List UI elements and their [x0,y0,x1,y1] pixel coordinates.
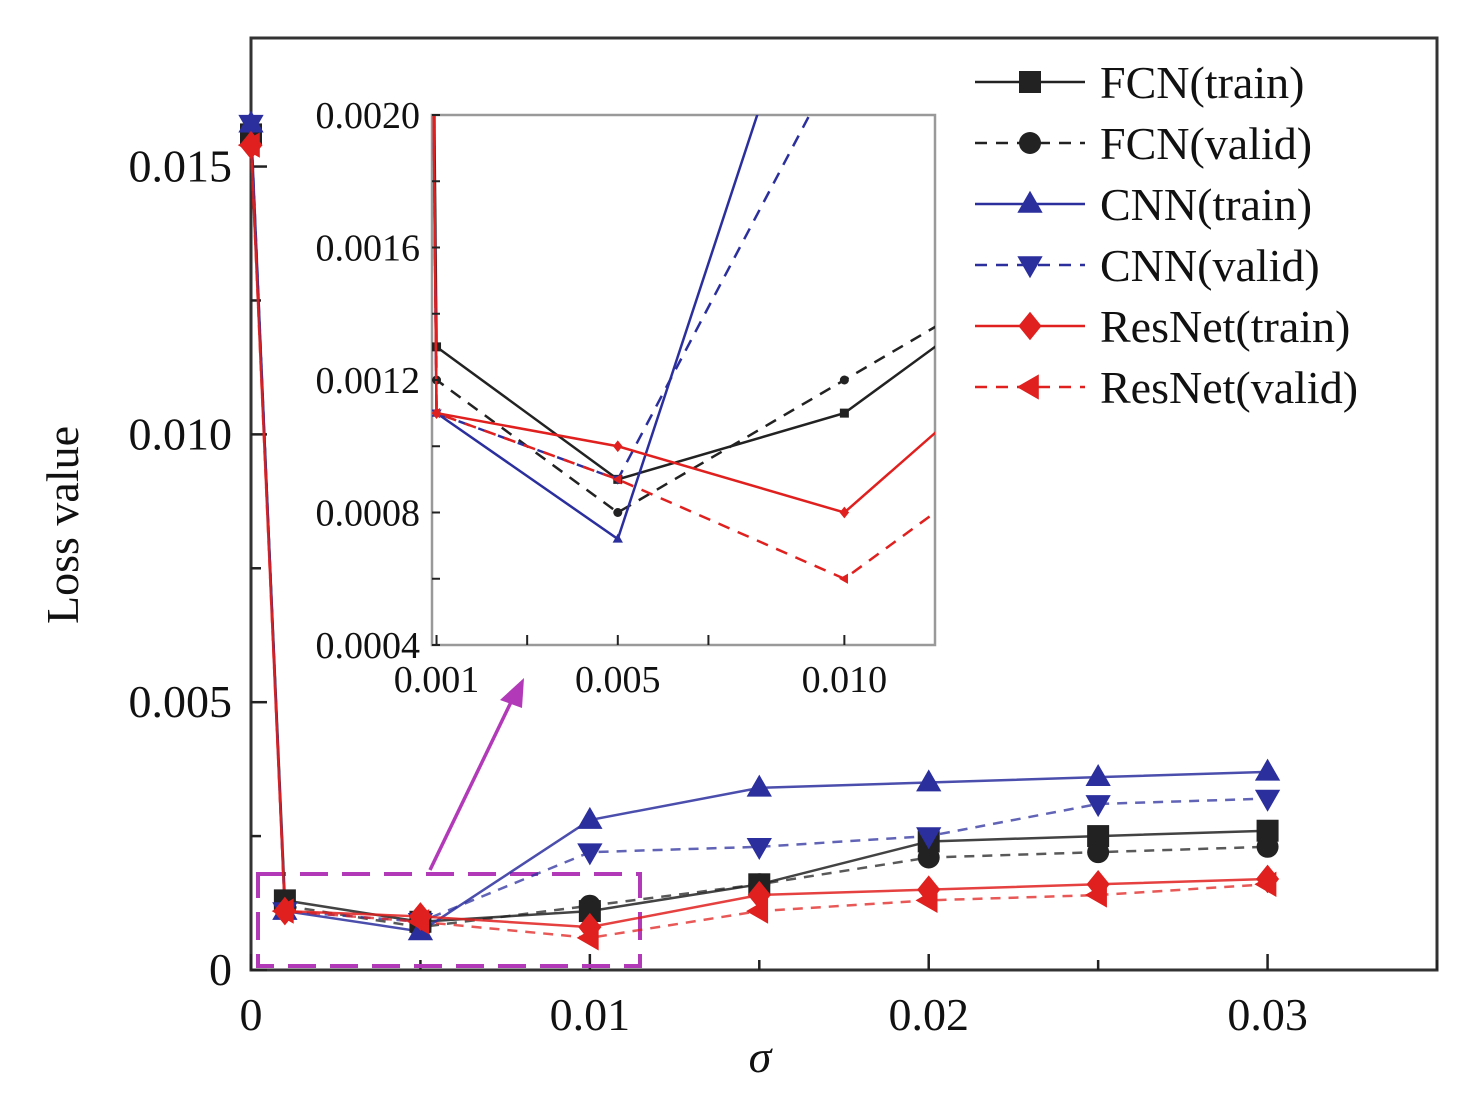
inset-data-point-ResNet(train) [613,440,623,453]
data-point-CNN(valid) [916,827,942,850]
inset-x-tick-label: 0.005 [575,659,661,701]
inset-plot-frame [430,113,937,647]
y-tick-label: 0.010 [129,408,233,459]
data-point-ResNet(valid) [1084,882,1107,908]
data-point-CNN(valid) [1254,789,1281,812]
inset-series-line-ResNet(train) [432,115,935,514]
data-point-ResNet(valid) [915,887,938,914]
series-line-FCN(train) [249,134,1268,924]
inset-data-point-FCN(valid) [839,375,849,385]
data-point-FCN(valid) [917,846,940,869]
inset-x-tick-label: 0.010 [802,659,888,701]
x-tick-label: 0.02 [888,989,969,1040]
legend-label: ResNet(valid) [1100,362,1358,413]
inset-data-point-ResNet(valid) [1066,408,1075,418]
inset-data-point-ResNet(train) [839,506,850,519]
x-tick-label: 0.01 [550,989,631,1040]
main-plot-frame [249,36,1439,972]
zoom-arrow-head [500,678,524,708]
data-point-FCN(valid) [1087,841,1110,864]
data-point-ResNet(valid) [271,898,294,924]
y-tick-label: 0 [209,944,232,995]
inset-y-tick-label: 0.0012 [316,360,421,402]
legend-marker-FCN(valid) [1019,132,1041,154]
legend-marker-ResNet(train) [1018,311,1042,341]
data-point-CNN(valid) [577,843,603,866]
inset-x-tick-label: 0.001 [394,659,480,701]
inset-y-tick-label: 0.0004 [316,625,421,667]
data-point-CNN(train) [746,774,772,797]
legend-label: CNN(valid) [1100,240,1320,291]
data-point-CNN(valid) [1085,795,1111,818]
data-point-FCN(train) [1087,825,1110,848]
data-point-ResNet(valid) [746,898,769,924]
data-point-CNN(train) [1085,763,1111,786]
inset-series-line-ResNet(valid) [432,115,935,581]
inset-y-tick-label: 0.0020 [316,95,421,137]
data-point-ResNet(valid) [407,909,430,935]
inset-data-point-ResNet(valid) [612,474,622,485]
data-point-CNN(valid) [238,114,264,137]
legend-marker-FCN(train) [1019,71,1041,93]
main-series-group [237,110,1281,951]
inset-y-tick-label: 0.0016 [316,228,421,270]
data-point-FCN(valid) [578,894,601,917]
legend-marker-ResNet(valid) [1016,374,1039,400]
zoom-region-box [256,872,642,968]
inset-data-point-FCN(train) [1066,243,1075,252]
legend-marker-CNN(train) [1017,190,1043,213]
inset-data-point-FCN(train) [839,408,849,418]
legend-label: CNN(train) [1100,179,1312,230]
series-line-FCN(valid) [249,134,1268,929]
data-point-CNN(train) [1254,758,1281,781]
zoom-arrow-line [428,699,514,871]
inset-data-point-CNN(valid) [1066,12,1076,21]
data-point-ResNet(valid) [1254,871,1277,897]
inset-data-point-FCN(valid) [1066,243,1075,252]
inset-data-point-ResNet(valid) [432,407,441,419]
data-point-FCN(train) [1256,819,1279,842]
legend: FCN(train) FCN(valid) CNN(train) CNN(valid)… [975,57,1358,413]
inset-series-group [432,12,1076,584]
data-point-CNN(valid) [746,838,772,861]
data-point-CNN(train) [916,769,942,792]
x-tick-label: 0 [240,989,263,1040]
inset-y-tick-label: 0.0008 [316,493,421,535]
inset-data-point-ResNet(valid) [838,573,848,584]
series-line-ResNet(valid) [249,145,1268,940]
data-point-CNN(train) [577,806,603,829]
legend-marker-CNN(valid) [1017,256,1043,279]
data-point-ResNet(valid) [237,132,260,158]
series-line-ResNet(train) [249,145,1268,929]
inset-series-line-CNN(train) [432,115,759,541]
legend-label: FCN(train) [1100,57,1304,108]
legend-label: ResNet(train) [1100,301,1350,352]
legend-label: FCN(valid) [1100,118,1312,169]
y-tick-label: 0.005 [129,676,233,727]
inset-data-point-CNN(train) [612,533,623,543]
x-tick-label: 0.03 [1227,989,1308,1040]
inset-data-point-ResNet(train) [1066,308,1075,320]
data-point-ResNet(valid) [576,925,599,951]
x-axis-label: σ [749,1031,774,1082]
inset-series-line-FCN(train) [433,115,935,481]
series-line-CNN(train) [249,123,1268,933]
y-tick-label: 0.015 [129,141,233,192]
y-axis-label: Loss value [37,426,88,624]
inset-data-point-CNN(valid) [839,45,849,54]
inset-data-point-FCN(valid) [613,508,623,517]
data-point-FCN(valid) [1256,835,1279,858]
